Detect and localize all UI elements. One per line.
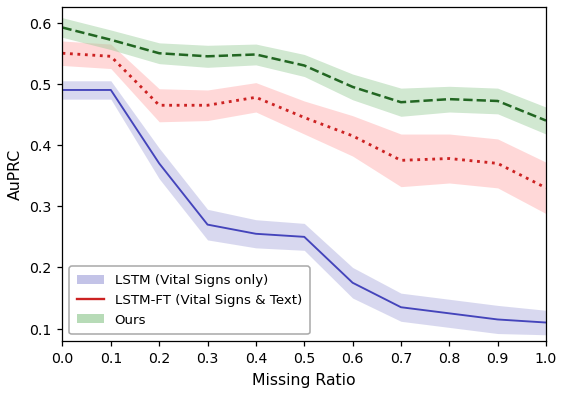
X-axis label: Missing Ratio: Missing Ratio xyxy=(253,372,356,387)
Y-axis label: AuPRC: AuPRC xyxy=(8,149,23,200)
Legend: LSTM (Vital Signs only), LSTM-FT (Vital Signs & Text), Ours: LSTM (Vital Signs only), LSTM-FT (Vital … xyxy=(69,266,310,334)
